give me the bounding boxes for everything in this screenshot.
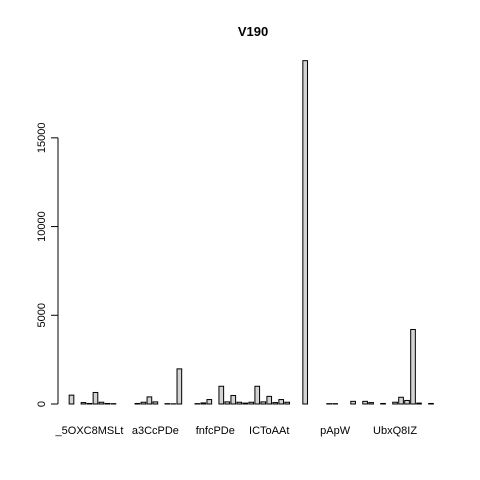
bar-26 bbox=[224, 401, 231, 405]
bar-0 bbox=[68, 394, 75, 405]
bar-4 bbox=[92, 391, 99, 405]
bar-49 bbox=[362, 400, 368, 405]
y-axis: 0 5000 10000 15000 bbox=[36, 123, 59, 407]
y-tick-label-5000: 5000 bbox=[36, 303, 48, 327]
bar-55 bbox=[398, 396, 404, 405]
bar-31 bbox=[254, 385, 261, 405]
bar-30 bbox=[248, 401, 255, 405]
bar-56 bbox=[404, 399, 410, 405]
x-tick-label-1: a3CcPDe bbox=[132, 425, 179, 437]
x-tick-label-4: pApW bbox=[320, 425, 351, 437]
bar-28 bbox=[236, 401, 243, 405]
bar-2 bbox=[80, 402, 87, 405]
x-tick-label-0: _5OXC8MSLt bbox=[55, 425, 124, 437]
bar-29 bbox=[242, 402, 249, 405]
x-tick-label-3: ICToAAt bbox=[249, 425, 289, 437]
bar-35 bbox=[278, 399, 285, 405]
y-tick-label-15000: 15000 bbox=[36, 123, 48, 154]
bar-27 bbox=[230, 394, 237, 405]
bar-13 bbox=[146, 396, 153, 405]
x-axis-labels: _5OXC8MSLt a3CcPDe fnfcPDe ICToAAt pApW UbxQ8… bbox=[55, 425, 418, 437]
bar-23 bbox=[206, 399, 213, 405]
bar-14 bbox=[152, 401, 159, 405]
bar-3 bbox=[86, 402, 93, 405]
bar-39 bbox=[302, 60, 309, 405]
bar-36 bbox=[284, 401, 291, 405]
bar-60 bbox=[428, 402, 434, 405]
bar-22 bbox=[200, 402, 207, 405]
bar-11 bbox=[134, 402, 141, 405]
bar-34 bbox=[272, 402, 279, 405]
bar-18 bbox=[176, 368, 183, 405]
bar-33 bbox=[266, 395, 273, 405]
bar-5 bbox=[98, 401, 105, 405]
bar-50 bbox=[368, 402, 374, 405]
bar-25 bbox=[218, 385, 225, 405]
y-tick-label-0: 0 bbox=[36, 401, 48, 407]
x-tick-label-5: UbxQ8IZ bbox=[373, 425, 417, 437]
bar-54 bbox=[392, 401, 398, 405]
bar-6 bbox=[104, 402, 111, 405]
x-tick-label-2: fnfcPDe bbox=[196, 425, 235, 437]
bar-52 bbox=[380, 402, 386, 405]
bar-57 bbox=[410, 328, 416, 405]
y-tick-label-10000: 10000 bbox=[36, 211, 48, 242]
bars-group bbox=[68, 60, 434, 405]
bar-12 bbox=[140, 401, 147, 405]
bar-47 bbox=[350, 400, 356, 405]
bar-58 bbox=[416, 402, 422, 405]
chart-title: V190 bbox=[238, 24, 268, 39]
bar-32 bbox=[260, 401, 267, 405]
